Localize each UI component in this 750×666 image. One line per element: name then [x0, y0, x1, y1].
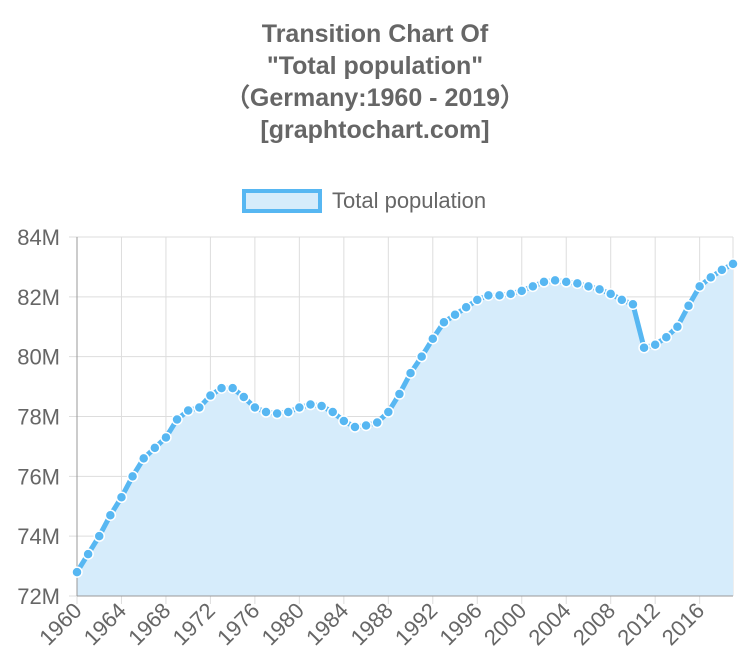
legend-swatch: [242, 189, 322, 213]
data-point: [137, 452, 150, 465]
data-point: [115, 491, 128, 504]
legend[interactable]: Total population: [242, 189, 486, 213]
data-point: [716, 264, 728, 276]
y-tick-label: 78M: [17, 405, 60, 430]
data-point: [160, 431, 172, 444]
x-tick-label: 1984: [301, 598, 353, 650]
data-point: [360, 419, 372, 432]
data-point: [104, 509, 117, 521]
data-point: [404, 367, 417, 379]
y-tick-label: 80M: [17, 345, 60, 370]
y-tick-label: 82M: [17, 285, 60, 310]
data-point: [516, 285, 528, 297]
x-tick-label: 2012: [612, 598, 664, 650]
x-tick-label: 2016: [657, 598, 709, 650]
y-tick-label: 76M: [17, 464, 60, 489]
data-point: [260, 406, 272, 418]
data-point: [271, 407, 283, 420]
data-point: [560, 276, 572, 288]
data-point: [504, 288, 517, 300]
data-point: [326, 406, 339, 418]
data-point: [493, 289, 506, 302]
data-point: [393, 388, 406, 400]
data-point: [727, 258, 739, 270]
chart-title-line-3: （Germany:1960 - 2019）: [224, 84, 526, 112]
data-point: [338, 415, 350, 427]
x-tick-label: 2008: [568, 598, 620, 650]
data-point: [682, 300, 695, 312]
data-point: [238, 391, 250, 403]
data-point: [427, 332, 439, 345]
data-point: [527, 280, 539, 293]
data-point: [671, 321, 684, 333]
series-area: [77, 263, 733, 596]
data-point: [593, 283, 606, 296]
data-point: [638, 341, 650, 354]
data-point: [204, 389, 217, 402]
legend-label: Total population: [332, 188, 487, 213]
y-tick-label: 84M: [17, 225, 60, 250]
data-point: [415, 350, 428, 363]
data-point: [293, 401, 306, 414]
chart-title: Transition Chart Of "Total population" （…: [0, 18, 750, 146]
data-point: [438, 316, 450, 329]
data-point: [182, 404, 194, 417]
x-tick-label: 1968: [123, 598, 175, 650]
x-tick-label: 1988: [346, 598, 398, 650]
chart-title-line-1: Transition Chart Of: [261, 20, 489, 48]
data-point: [660, 331, 673, 343]
data-point: [471, 294, 484, 306]
chart-title-line-2: "Total population": [266, 52, 484, 80]
x-tick-label: 1972: [168, 598, 220, 650]
data-point: [93, 530, 105, 542]
data-point: [571, 277, 584, 290]
data-point: [460, 301, 472, 314]
data-point: [705, 271, 717, 284]
data-point: [538, 276, 550, 288]
x-tick-label: 1964: [79, 598, 131, 650]
data-point: [371, 416, 383, 429]
x-tick-label: 1976: [212, 598, 264, 650]
data-point: [282, 406, 294, 418]
data-point: [249, 401, 261, 414]
data-point: [349, 421, 361, 433]
data-point: [226, 382, 239, 394]
x-tick-label: 1996: [435, 598, 487, 650]
data-point: [693, 280, 706, 293]
data-point: [82, 548, 94, 560]
data-point: [616, 294, 628, 306]
data-point: [582, 280, 595, 293]
y-tick-label: 74M: [17, 524, 60, 549]
data-point: [449, 309, 461, 321]
data-point: [193, 401, 206, 414]
x-tick-label: 1992: [390, 598, 442, 650]
data-point: [304, 398, 317, 411]
data-point: [382, 406, 395, 418]
data-point: [604, 288, 617, 300]
data-point: [215, 382, 228, 394]
x-tick-label: 2000: [479, 598, 531, 650]
data-point: [482, 289, 495, 302]
data-point: [315, 400, 328, 412]
y-tick-label: 72M: [17, 584, 60, 609]
data-point: [627, 298, 639, 311]
data-point: [126, 470, 139, 483]
data-point: [71, 566, 83, 578]
data-point: [171, 413, 183, 426]
chart-title-line-4: [graphtochart.com]: [260, 116, 490, 144]
data-point: [549, 274, 561, 287]
x-tick-label: 2004: [523, 598, 575, 650]
data-point: [149, 442, 161, 454]
x-tick-label: 1980: [257, 598, 309, 650]
data-point: [649, 338, 661, 351]
